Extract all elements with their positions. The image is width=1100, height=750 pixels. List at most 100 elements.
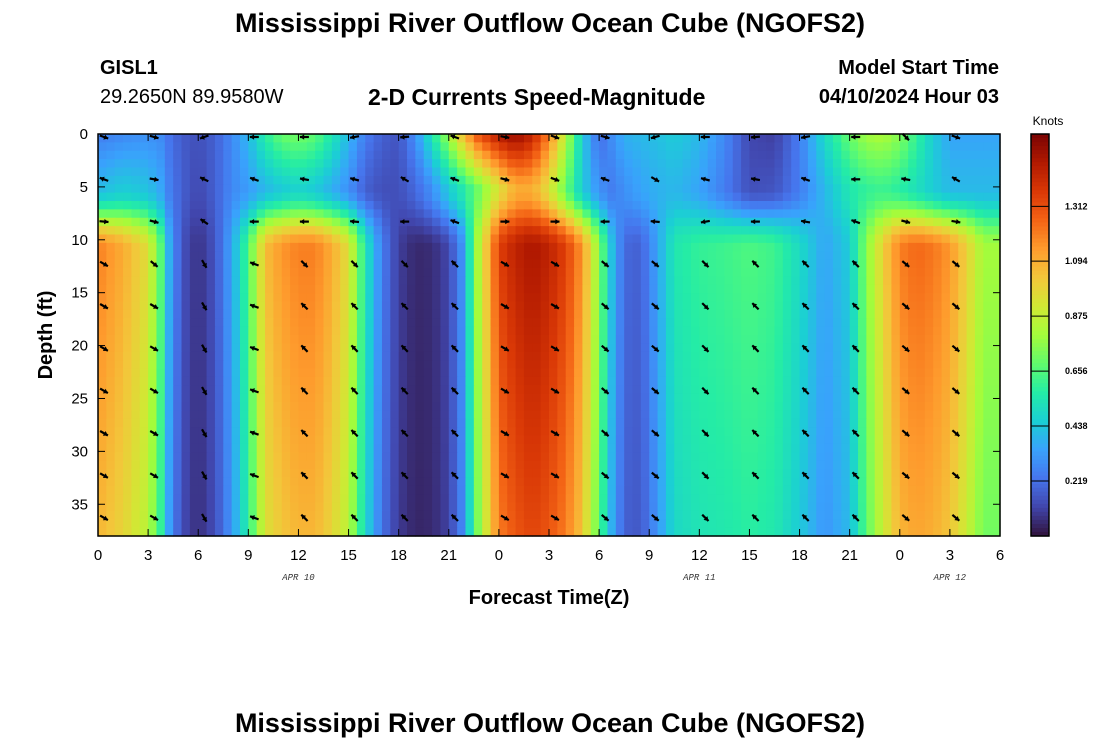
- heat-cell: [290, 485, 300, 495]
- heat-cell: [181, 485, 191, 495]
- heat-cell: [482, 477, 492, 487]
- heat-cell: [365, 309, 375, 319]
- heat-cell: [799, 418, 809, 428]
- heat-cell: [799, 360, 809, 370]
- heat-cell: [398, 418, 408, 428]
- heat-cell: [298, 268, 308, 277]
- heat-cell: [665, 410, 675, 420]
- heat-cell: [949, 251, 959, 261]
- heat-cell: [665, 234, 675, 244]
- heat-cell: [365, 150, 375, 160]
- heat-cell: [231, 427, 241, 437]
- heat-cell: [966, 226, 976, 236]
- heat-cell: [532, 175, 542, 185]
- heat-cell: [791, 142, 801, 152]
- heat-cell: [407, 402, 416, 411]
- heat-cell: [239, 209, 249, 219]
- heat-cell: [340, 502, 350, 512]
- heat-cell: [766, 217, 776, 227]
- heat-cell: [490, 201, 500, 210]
- heat-cell: [766, 502, 776, 512]
- heat-cell: [590, 393, 600, 403]
- heat-cell: [164, 268, 174, 277]
- heat-cell: [849, 402, 859, 411]
- heat-cell: [139, 368, 149, 378]
- heat-cell: [231, 142, 241, 152]
- heat-cell: [173, 443, 183, 453]
- heat-cell: [791, 167, 801, 177]
- heat-cell: [148, 393, 158, 403]
- heat-cell: [749, 410, 759, 420]
- heat-cell: [348, 159, 358, 169]
- heat-cell: [624, 318, 634, 328]
- heat-cell: [340, 385, 350, 395]
- heat-cell: [582, 435, 592, 445]
- heat-cell: [899, 159, 909, 169]
- heat-cell: [557, 402, 567, 411]
- heat-cell: [315, 309, 325, 319]
- heat-cell: [231, 502, 241, 512]
- heat-cell: [173, 519, 183, 529]
- heat-cell: [682, 201, 692, 210]
- heat-cell: [256, 159, 266, 169]
- heat-cell: [173, 335, 183, 344]
- heat-cell: [849, 268, 859, 277]
- heat-cell: [515, 242, 525, 252]
- heat-cell: [214, 402, 224, 411]
- heat-cell: [607, 368, 617, 378]
- heat-cell: [757, 435, 767, 445]
- heat-cell: [465, 435, 475, 445]
- heat-cell: [306, 368, 316, 378]
- heat-cell: [883, 150, 893, 160]
- heat-cell: [841, 385, 851, 395]
- heat-cell: [707, 351, 717, 361]
- heat-cell: [665, 360, 675, 370]
- heat-cell: [899, 477, 909, 487]
- heat-cell: [181, 226, 191, 236]
- heat-cell: [924, 192, 934, 202]
- heat-cell: [465, 226, 475, 236]
- heat-cell: [732, 469, 742, 478]
- heat-cell: [189, 360, 199, 370]
- heat-cell: [148, 326, 158, 336]
- heat-cell: [966, 460, 976, 470]
- heat-cell: [256, 335, 266, 344]
- heat-cell: [340, 469, 350, 478]
- heat-cell: [223, 443, 233, 453]
- heat-cell: [991, 268, 1001, 277]
- heat-cell: [239, 469, 249, 478]
- heat-cell: [390, 343, 400, 353]
- heat-cell: [498, 510, 508, 520]
- heat-cell: [732, 460, 742, 470]
- heat-cell: [690, 360, 700, 370]
- heat-cell: [674, 309, 684, 319]
- heat-cell: [373, 217, 383, 227]
- main-title: Mississippi River Outflow Ocean Cube (NG…: [234, 8, 866, 38]
- heat-cell: [231, 242, 241, 252]
- heat-cell: [874, 175, 884, 185]
- heat-cell: [824, 326, 834, 336]
- heat-cell: [983, 510, 993, 520]
- heat-cell: [223, 268, 233, 277]
- heat-cell: [189, 519, 199, 529]
- heat-cell: [290, 343, 300, 353]
- heat-cell: [123, 150, 133, 160]
- heat-cell: [398, 184, 408, 194]
- heat-cell: [774, 301, 784, 311]
- heat-cell: [682, 393, 692, 403]
- heat-cell: [123, 368, 133, 378]
- heat-cell: [657, 293, 667, 303]
- heat-cell: [590, 142, 600, 152]
- heat-cell: [356, 150, 366, 160]
- heat-cell: [98, 443, 107, 453]
- heat-cell: [214, 418, 224, 428]
- heat-cell: [457, 510, 467, 520]
- heat-cell: [181, 410, 191, 420]
- heat-cell: [532, 402, 542, 411]
- heat-cell: [198, 159, 208, 169]
- heat-cell: [807, 502, 817, 512]
- heat-cell: [515, 418, 525, 428]
- heat-cell: [331, 251, 341, 261]
- heat-cell: [974, 452, 984, 462]
- heat-cell: [807, 469, 817, 478]
